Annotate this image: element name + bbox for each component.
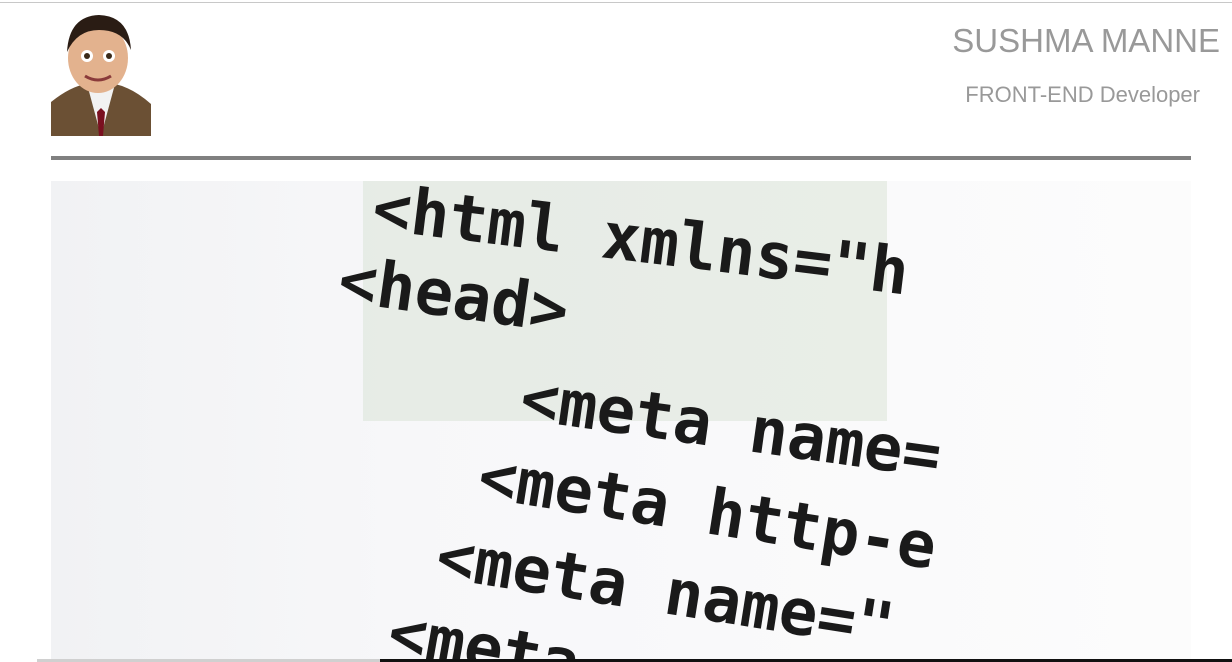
top-border	[0, 2, 1232, 3]
watermark	[363, 181, 887, 421]
role: FRONT-END Developer	[965, 82, 1200, 107]
divider	[51, 156, 1191, 160]
avatar	[51, 12, 151, 136]
bottom-border	[380, 659, 1232, 662]
bottom-border	[37, 659, 380, 662]
banner-image: <html xmlns="h <head> <meta name= <meta …	[51, 181, 1191, 662]
name: SUSHMA MANNE	[952, 22, 1220, 59]
